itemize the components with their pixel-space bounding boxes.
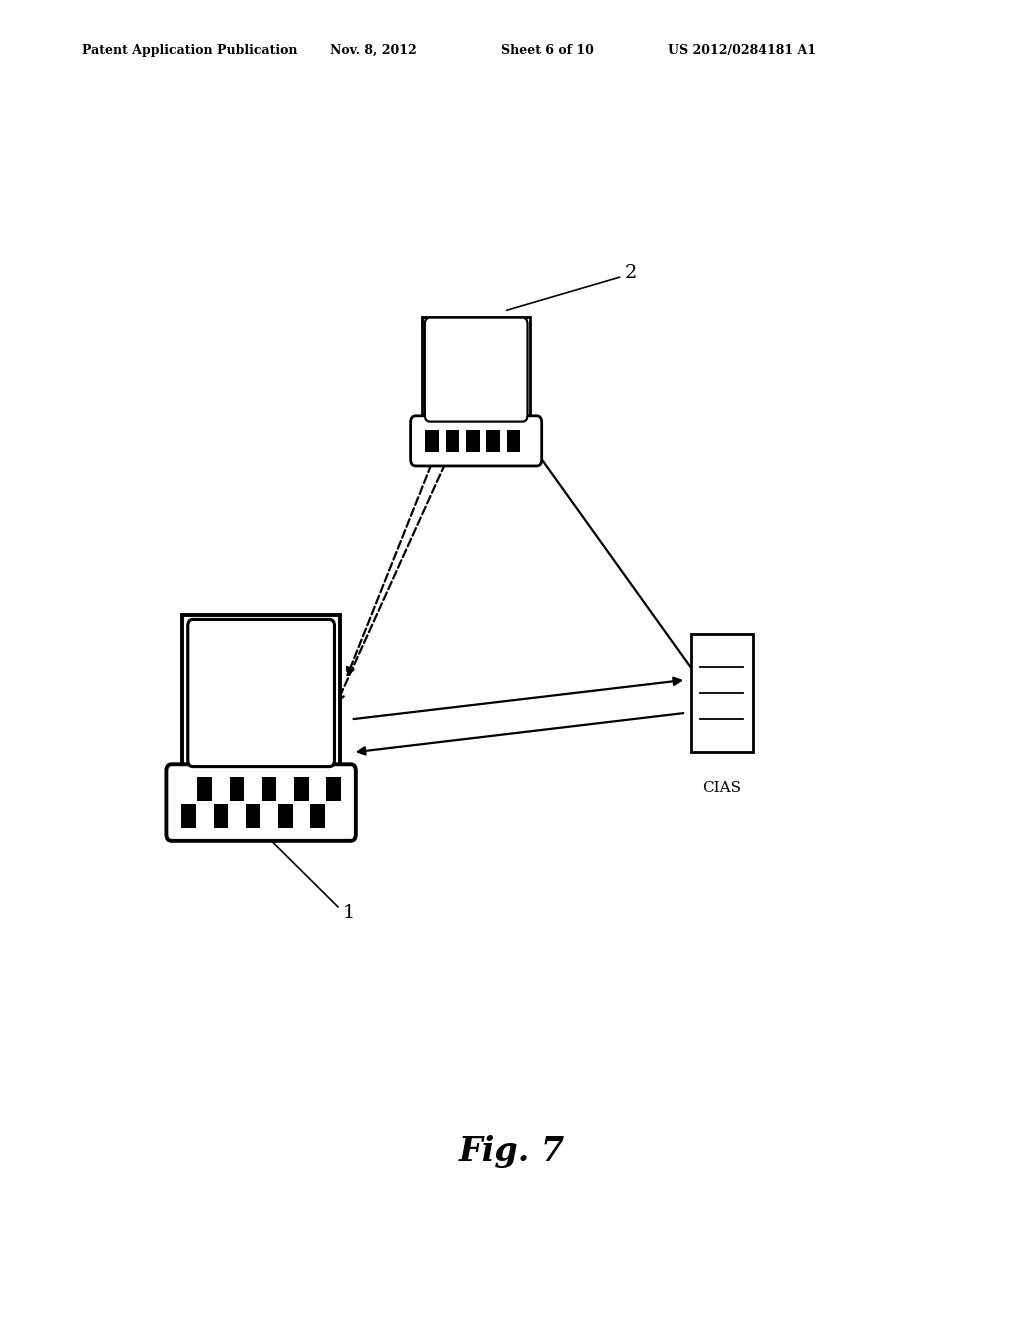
Bar — [198, 777, 212, 801]
Bar — [279, 804, 293, 828]
FancyArrowPatch shape — [337, 432, 460, 701]
Bar — [310, 804, 325, 828]
FancyArrowPatch shape — [353, 677, 681, 719]
Text: CIAS: CIAS — [702, 781, 741, 796]
Text: Sheet 6 of 10: Sheet 6 of 10 — [502, 44, 594, 57]
Bar — [294, 777, 308, 801]
Bar — [466, 430, 479, 451]
Bar — [445, 430, 459, 451]
FancyArrowPatch shape — [358, 713, 683, 755]
Bar — [425, 430, 439, 451]
Text: Fig. 7: Fig. 7 — [459, 1134, 565, 1167]
FancyBboxPatch shape — [166, 764, 356, 841]
Bar — [229, 777, 244, 801]
FancyArrowPatch shape — [520, 429, 694, 673]
FancyArrowPatch shape — [347, 432, 444, 675]
FancyBboxPatch shape — [423, 317, 530, 422]
FancyBboxPatch shape — [411, 416, 542, 466]
FancyBboxPatch shape — [425, 318, 527, 421]
FancyBboxPatch shape — [182, 615, 340, 771]
FancyBboxPatch shape — [187, 619, 335, 767]
Text: 1: 1 — [343, 904, 355, 923]
Bar — [327, 777, 341, 801]
Bar — [214, 804, 228, 828]
Bar — [246, 804, 260, 828]
Bar — [262, 777, 276, 801]
Bar — [691, 634, 753, 752]
Text: US 2012/0284181 A1: US 2012/0284181 A1 — [669, 44, 816, 57]
Bar — [181, 804, 196, 828]
Bar — [507, 430, 520, 451]
Text: Patent Application Publication: Patent Application Publication — [82, 44, 297, 57]
Text: Nov. 8, 2012: Nov. 8, 2012 — [331, 44, 417, 57]
Text: 2: 2 — [625, 264, 637, 282]
Bar — [486, 430, 500, 451]
